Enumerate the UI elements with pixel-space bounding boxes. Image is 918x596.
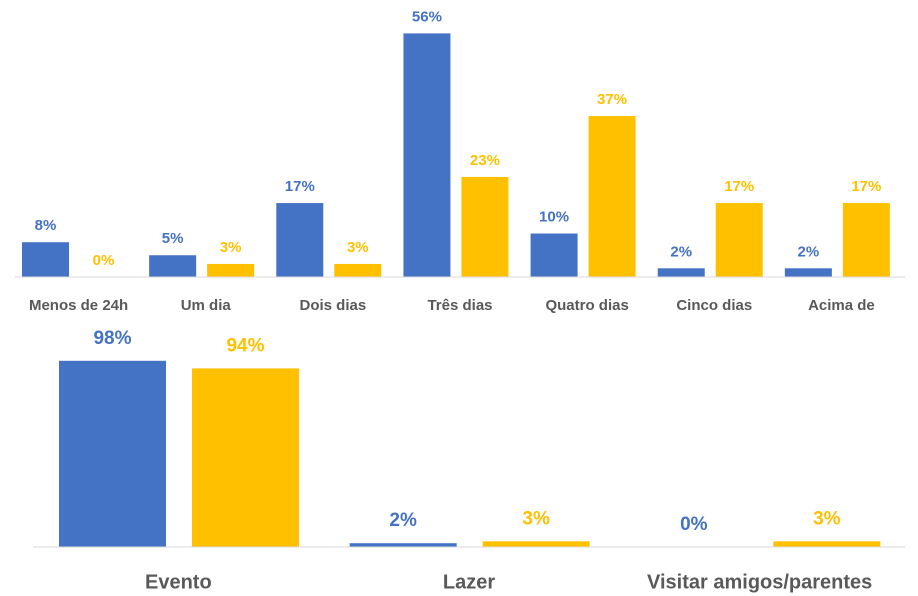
bar (588, 116, 636, 277)
x-tick-label: Lazer (443, 571, 495, 593)
bar (349, 543, 457, 547)
bar (530, 233, 578, 277)
value-label: 98% (93, 328, 131, 349)
bar (461, 176, 509, 277)
bar (403, 33, 451, 278)
value-label: 0% (93, 252, 115, 269)
bar (773, 541, 881, 547)
value-label: 0% (680, 514, 708, 535)
bar (22, 242, 69, 277)
bar (784, 268, 832, 277)
bar (334, 263, 382, 277)
value-label: 3% (347, 239, 369, 256)
x-tick-label: Um dia (181, 297, 232, 314)
bar (59, 360, 166, 547)
value-label: 10% (539, 208, 569, 225)
value-label: 5% (162, 230, 184, 247)
value-label: 3% (220, 239, 242, 256)
x-tick-label: Três dias (427, 297, 492, 314)
value-label: 3% (813, 508, 841, 529)
bar (657, 268, 705, 277)
value-label: 94% (226, 335, 264, 356)
bar (482, 541, 590, 547)
value-label: 17% (724, 178, 754, 195)
x-tick-label: Menos de 24h (29, 297, 128, 314)
bar (207, 263, 255, 277)
value-label: 17% (285, 178, 315, 195)
x-tick-label: Cinco dias (676, 297, 752, 314)
value-label: 23% (470, 152, 500, 169)
value-label: 8% (35, 217, 57, 234)
value-label: 3% (522, 508, 550, 529)
x-tick-label: Evento (145, 571, 212, 593)
value-label: 17% (851, 178, 881, 195)
value-label: 37% (597, 91, 627, 108)
value-label: 2% (389, 510, 417, 531)
bar (192, 368, 299, 547)
x-tick-label: Visitar amigos/parentes (647, 571, 872, 593)
x-tick-label: Quatro dias (545, 297, 628, 314)
bar (842, 203, 890, 277)
value-label: 2% (670, 243, 692, 260)
value-label: 2% (798, 243, 820, 260)
x-tick-label: Acima de (808, 297, 875, 314)
x-tick-label: Dois dias (300, 297, 367, 314)
bar (715, 203, 763, 277)
bar (276, 203, 324, 277)
bar (149, 255, 197, 277)
value-label: 56% (412, 8, 442, 25)
